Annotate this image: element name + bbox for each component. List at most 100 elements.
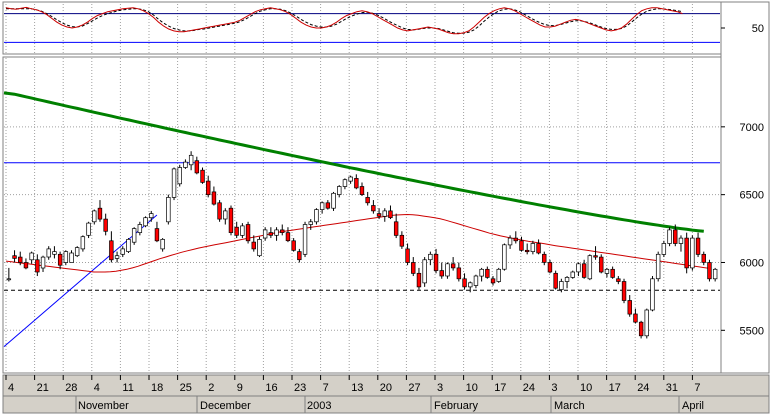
candle-down xyxy=(97,207,103,220)
candle-up xyxy=(507,237,513,246)
candle-up xyxy=(661,243,667,255)
candle-down xyxy=(405,248,410,263)
candle-down xyxy=(211,191,217,205)
candle-up xyxy=(262,229,268,239)
moving-average-short xyxy=(5,213,710,273)
candle-down xyxy=(542,253,547,263)
oscillator-panel xyxy=(2,1,722,55)
candle-up xyxy=(678,237,684,244)
right-axis-panel xyxy=(720,1,770,374)
x-tick-label: 11 xyxy=(122,382,133,394)
candle-down xyxy=(251,241,256,250)
candle-up xyxy=(319,202,325,210)
candle-down xyxy=(285,232,291,242)
candle-up xyxy=(496,268,501,282)
candle-down xyxy=(399,234,405,247)
candle-up xyxy=(143,217,148,227)
x-tick-label: 4 xyxy=(94,382,100,394)
x-tick-label: 24 xyxy=(637,382,649,394)
candle-up xyxy=(120,248,125,255)
price-y-tick-label: 7000 xyxy=(740,122,764,134)
candle-down xyxy=(524,249,530,253)
candle-down xyxy=(325,202,331,209)
candle-up xyxy=(126,239,131,252)
candle-up xyxy=(86,222,91,236)
bottom-axis-panel xyxy=(2,374,770,414)
candle-down xyxy=(695,237,701,255)
x-tick-label: 20 xyxy=(380,382,392,394)
candle-down xyxy=(376,213,382,217)
candle-down xyxy=(194,160,200,174)
candle-down xyxy=(707,262,712,280)
candle-down xyxy=(217,202,222,220)
candle-up xyxy=(331,192,336,209)
candle-down xyxy=(610,268,615,278)
candle-down xyxy=(627,300,632,315)
candle-up xyxy=(428,253,433,261)
candle-up xyxy=(570,271,575,278)
candle-up xyxy=(473,275,479,286)
candle-down xyxy=(359,186,365,195)
candle-up xyxy=(604,268,610,274)
candle-up xyxy=(240,225,245,236)
candle-down xyxy=(553,272,558,289)
candle-up xyxy=(530,243,536,252)
month-label: April xyxy=(682,400,704,412)
price-marks xyxy=(3,91,720,347)
candle-down xyxy=(297,251,302,261)
candle-up xyxy=(564,277,570,282)
candle-up xyxy=(6,278,12,281)
candle-up xyxy=(650,278,655,311)
candle-up xyxy=(80,236,86,250)
candle-up xyxy=(223,210,228,220)
candle-down xyxy=(268,232,274,236)
candle-down xyxy=(547,262,553,273)
x-tick-label: 18 xyxy=(151,382,163,394)
candle-down xyxy=(581,263,587,278)
candle-down xyxy=(291,240,296,251)
x-tick-label: 16 xyxy=(265,382,277,394)
candle-up xyxy=(468,282,473,288)
candle-down xyxy=(388,210,393,219)
candle-up xyxy=(655,253,661,280)
price-y-tick-label: 5500 xyxy=(740,325,764,337)
candle-down xyxy=(673,229,678,244)
candle-down xyxy=(536,243,541,254)
candle-down xyxy=(456,267,462,280)
candle-down xyxy=(621,281,627,301)
candle-down xyxy=(593,255,598,258)
candle-up xyxy=(314,209,319,223)
oscillator-lines xyxy=(4,6,720,43)
x-tick-label: 3 xyxy=(437,382,443,394)
x-tick-label: 31 xyxy=(666,382,678,394)
candle-down xyxy=(684,237,689,269)
moving-average-long xyxy=(3,91,704,233)
price-panel xyxy=(2,56,722,374)
candle-up xyxy=(74,247,80,257)
candle-down xyxy=(416,272,422,288)
candle-up xyxy=(52,251,57,255)
candle-up xyxy=(40,256,46,269)
candle-up xyxy=(667,229,672,244)
candle-down xyxy=(103,218,108,232)
candle-down xyxy=(245,224,251,242)
candle-up xyxy=(183,161,188,168)
candle-up xyxy=(382,210,387,217)
x-tick-label: 17 xyxy=(609,382,621,394)
x-tick-label: 25 xyxy=(180,382,192,394)
candle-up xyxy=(712,268,718,280)
candle-down xyxy=(12,255,17,259)
candle-up xyxy=(502,244,507,270)
month-label: 2003 xyxy=(307,400,331,412)
candle-down xyxy=(439,270,444,277)
x-tick-label: 2 xyxy=(208,382,214,394)
candle-up xyxy=(257,239,262,257)
x-tick-label: 7 xyxy=(323,382,329,394)
candle-up xyxy=(149,213,154,219)
candle-down xyxy=(365,197,370,204)
candle-up xyxy=(342,179,348,187)
price-y-tick-label: 6500 xyxy=(740,190,764,202)
candle-down xyxy=(371,205,376,212)
candle-down xyxy=(234,226,239,236)
